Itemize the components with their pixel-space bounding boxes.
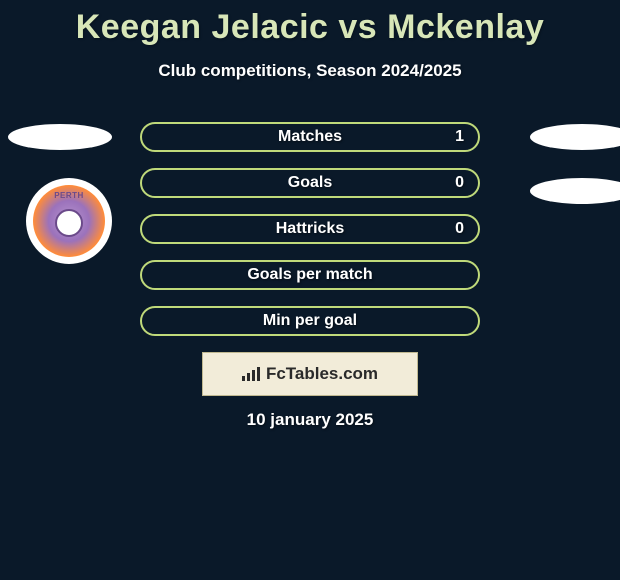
stat-row-goals: Goals 0 — [140, 168, 480, 198]
stat-label: Goals — [288, 174, 332, 192]
chart-icon — [242, 367, 260, 381]
club-badge: PERTH — [26, 178, 112, 264]
stats-container: Matches 1 Goals 0 Hattricks 0 Goals per … — [140, 122, 480, 352]
badge-inner: PERTH — [33, 185, 105, 257]
stat-label: Matches — [278, 128, 342, 146]
stat-value: 0 — [455, 220, 464, 238]
stat-label: Goals per match — [247, 266, 372, 284]
badge-ball-icon — [55, 209, 83, 237]
badge-text: PERTH — [54, 191, 84, 200]
page-title: Keegan Jelacic vs Mckenlay — [0, 0, 620, 47]
stat-value: 1 — [455, 128, 464, 146]
watermark: FcTables.com — [202, 352, 418, 396]
stat-row-hattricks: Hattricks 0 — [140, 214, 480, 244]
stat-value: 0 — [455, 174, 464, 192]
player-oval-right-2 — [530, 178, 620, 204]
watermark-text: FcTables.com — [266, 364, 378, 384]
stat-label: Min per goal — [263, 312, 357, 330]
player-oval-right-1 — [530, 124, 620, 150]
stat-row-matches: Matches 1 — [140, 122, 480, 152]
stat-row-mpg: Min per goal — [140, 306, 480, 336]
stat-row-gpm: Goals per match — [140, 260, 480, 290]
date-text: 10 january 2025 — [0, 410, 620, 430]
player-oval-left — [8, 124, 112, 150]
subtitle: Club competitions, Season 2024/2025 — [0, 61, 620, 81]
stat-label: Hattricks — [276, 220, 344, 238]
